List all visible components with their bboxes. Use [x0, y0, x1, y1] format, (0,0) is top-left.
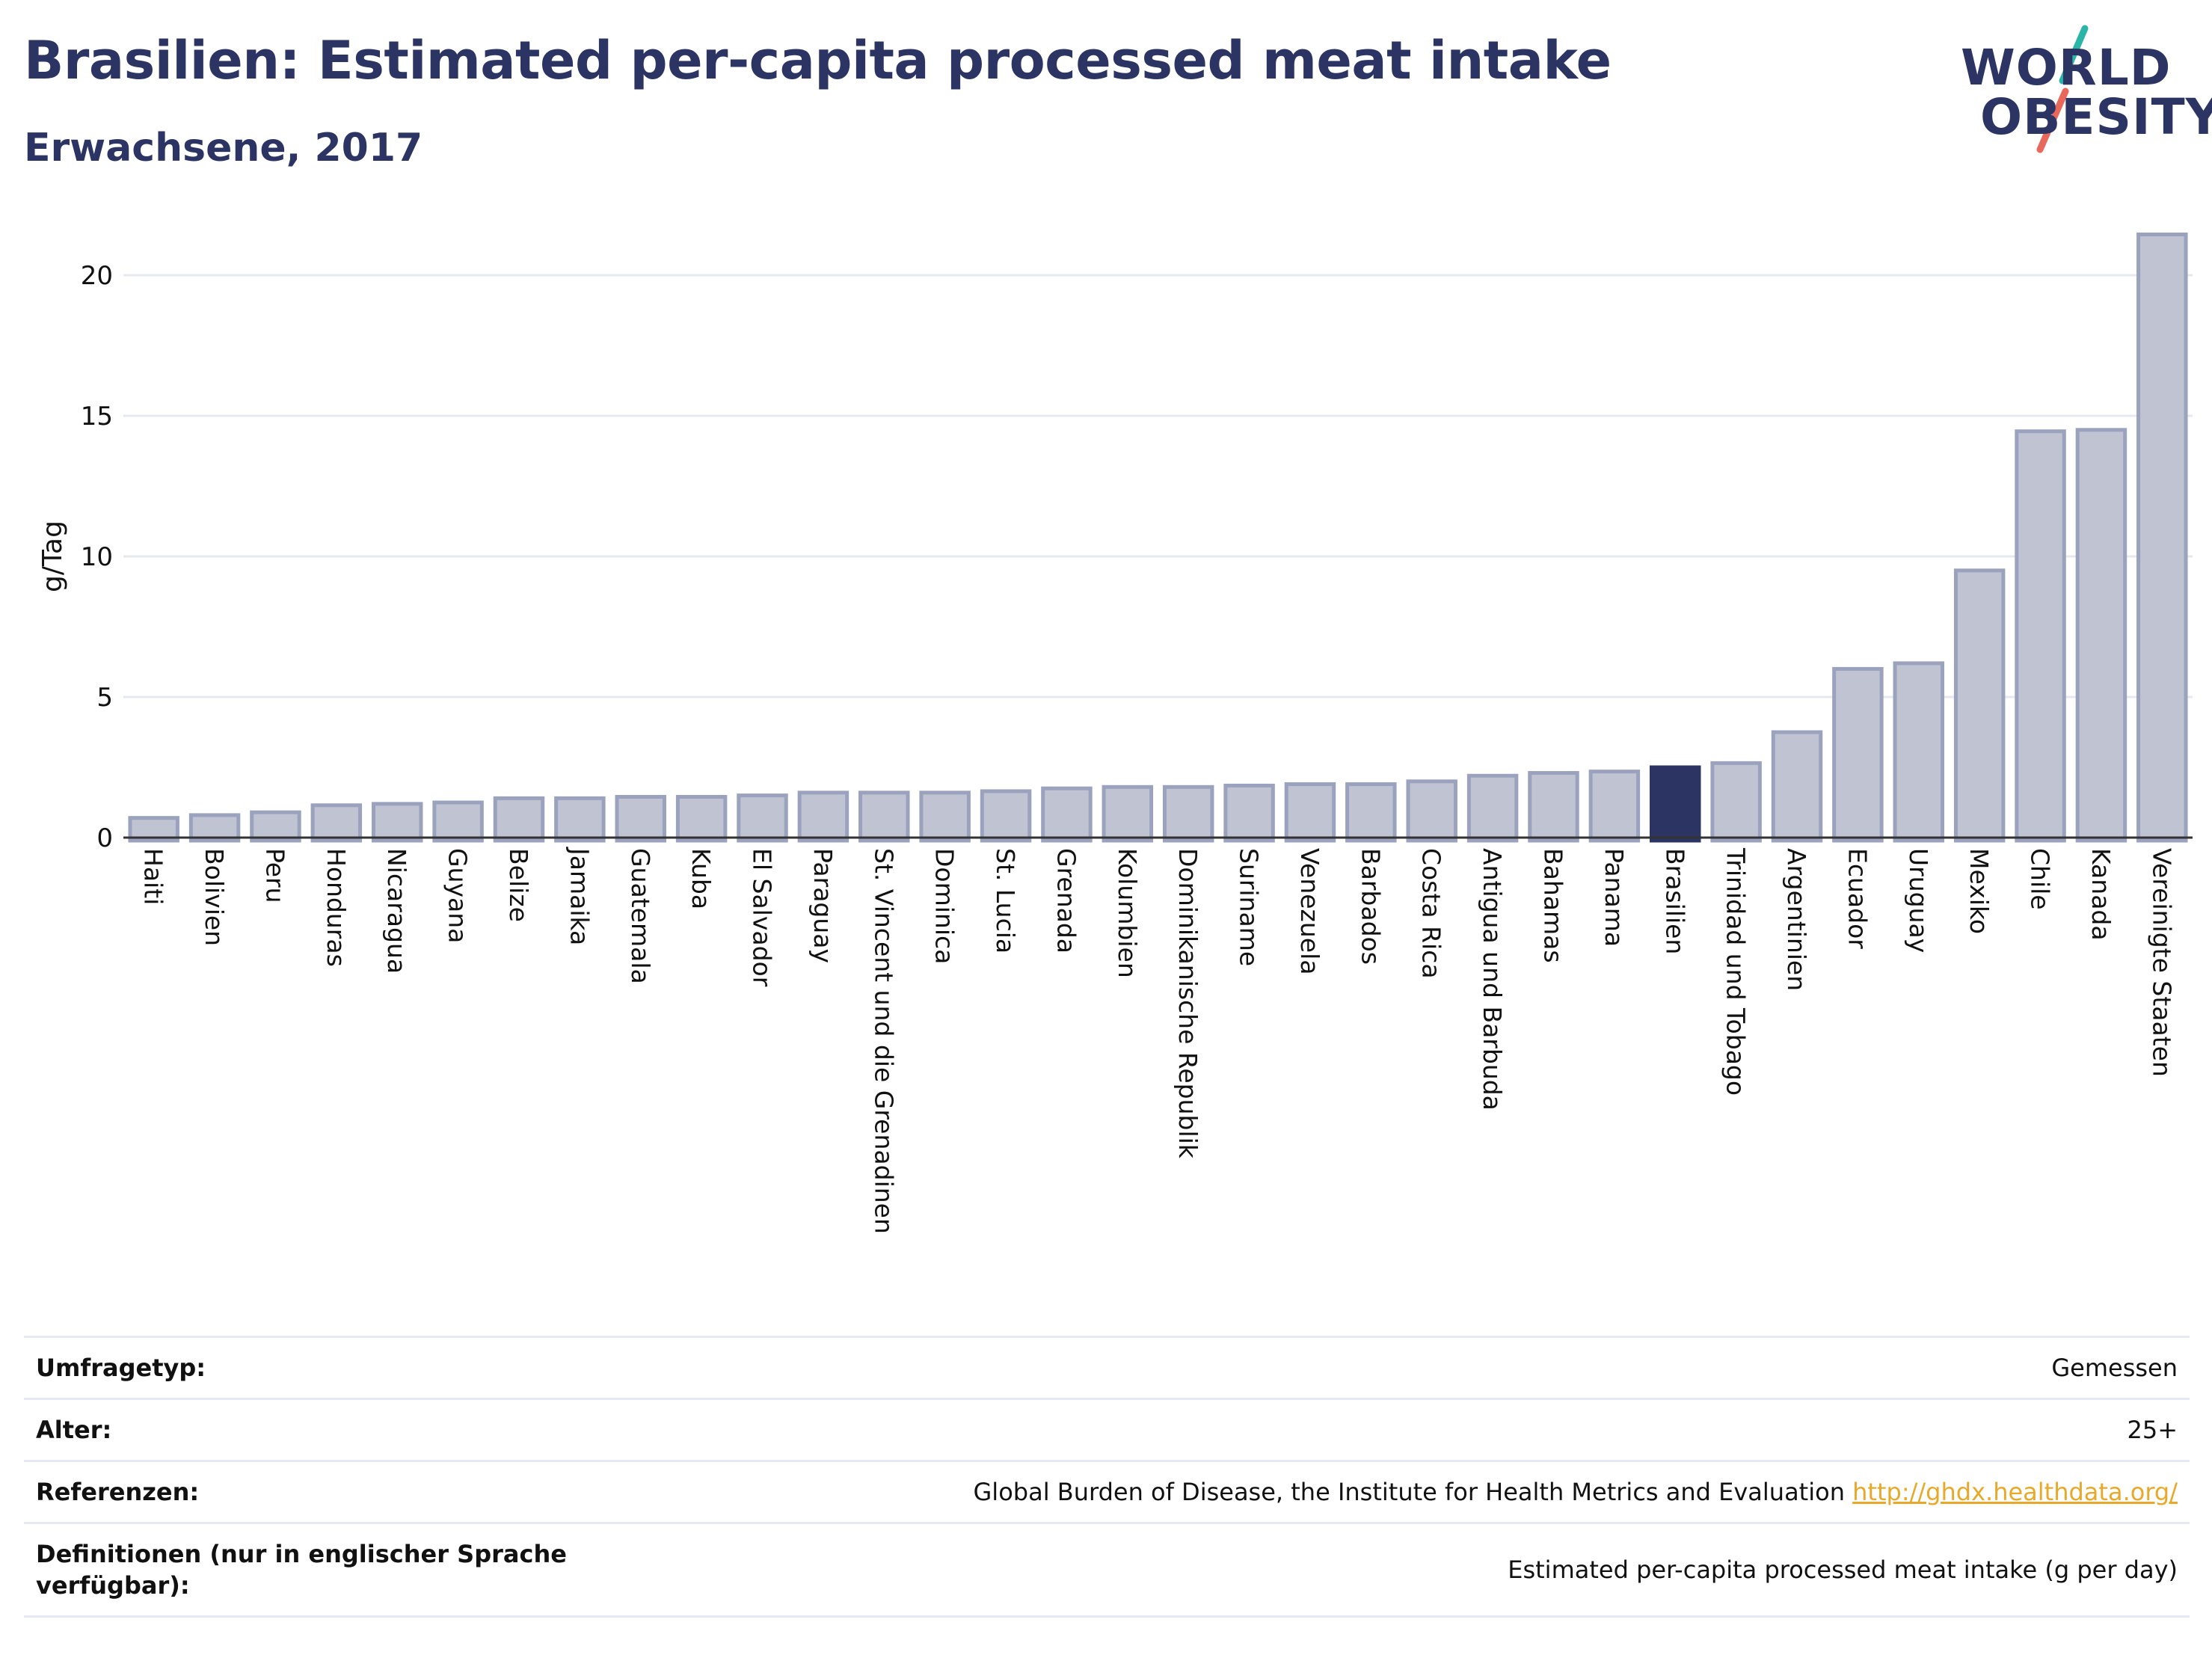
x-tick-label: Uruguay — [1904, 848, 1933, 953]
info-value: Global Burden of Disease, the Institute … — [974, 1478, 2190, 1506]
info-value: 25+ — [2127, 1416, 2178, 1444]
x-tick-label: Vereinigte Staaten — [2147, 848, 2176, 1077]
bar — [1528, 771, 1579, 843]
x-tick-label: Haiti — [139, 848, 168, 905]
x-tick-label: Chile — [2026, 848, 2055, 910]
bar — [2136, 232, 2188, 843]
info-row-age: Alter: 25+ — [24, 1398, 2190, 1460]
bar — [980, 789, 1032, 843]
x-tick-label: Bahamas — [1538, 848, 1567, 963]
x-tick-label: Honduras — [322, 848, 351, 967]
bar — [615, 794, 666, 843]
x-tick-label: Suriname — [1235, 848, 1264, 966]
logo-slash-icon — [2036, 25, 2089, 153]
bar — [1162, 784, 1214, 843]
bar — [1223, 783, 1275, 843]
y-tick-label: 0 — [96, 823, 113, 853]
x-tick-label: Kuba — [686, 848, 716, 909]
bar — [1893, 661, 1945, 843]
bar — [675, 794, 728, 843]
bar — [1345, 782, 1397, 843]
bar — [1710, 761, 1762, 843]
bar — [554, 796, 606, 843]
bar — [1466, 773, 1519, 843]
y-tick-label: 15 — [81, 402, 113, 432]
info-table: Umfragetyp: Gemessen Alter: 25+ Referenz… — [24, 1336, 2190, 1618]
x-tick-label: Paraguay — [808, 848, 838, 963]
x-tick-label: Guatemala — [626, 848, 655, 984]
world-obesity-logo[interactable]: WORLD OBESITY — [1952, 22, 2212, 157]
x-tick-label: Jamaika — [565, 847, 594, 945]
x-tick-label: Grenada — [1051, 848, 1081, 954]
y-axis-label: g/Tag — [37, 521, 68, 592]
x-tick-label: Dominica — [930, 848, 959, 964]
x-tick-label: Dominikanische Republik — [1173, 848, 1202, 1159]
x-tick-label: Argentinien — [1782, 848, 1811, 991]
info-label: Umfragetyp: — [36, 1354, 206, 1382]
logo-text-obesity: OBESITY — [1980, 88, 2212, 146]
bar — [1832, 666, 1884, 843]
bar — [1284, 782, 1336, 843]
x-tick-label: Trinidad und Tobago — [1721, 847, 1751, 1096]
bar — [1588, 770, 1641, 843]
x-tick-label: St. Lucia — [991, 848, 1020, 954]
x-tick-label: Guyana — [443, 848, 473, 943]
x-tick-label: Ecuador — [1843, 848, 1872, 949]
bar — [1041, 786, 1093, 843]
bar — [310, 803, 363, 843]
x-tick-label: Belize — [504, 848, 533, 922]
reference-link[interactable]: http://ghdx.healthdata.org/ — [1852, 1478, 2178, 1506]
x-tick-label: Panama — [1600, 848, 1629, 947]
logo-text-world: WORLD — [1961, 39, 2172, 96]
info-label: Definitionen (nur in englischer Sprache … — [36, 1540, 567, 1600]
info-row-survey-type: Umfragetyp: Gemessen — [24, 1336, 2190, 1398]
reference-text: Global Burden of Disease, the Institute … — [973, 1478, 1845, 1506]
info-label: Referenzen: — [36, 1478, 200, 1506]
bar — [1953, 568, 2006, 843]
bar — [493, 796, 545, 843]
info-value: Gemessen — [2051, 1354, 2178, 1382]
info-label: Alter: — [36, 1416, 112, 1444]
x-tick-label: St. Vincent und die Grenadinen — [869, 848, 898, 1234]
bar — [432, 800, 484, 843]
bar — [188, 813, 241, 843]
x-tick-label: Bolivien — [200, 848, 229, 946]
bar — [1650, 765, 1701, 843]
bar — [919, 790, 971, 843]
y-tick-label: 20 — [81, 261, 113, 291]
info-row-references: Referenzen: Global Burden of Disease, th… — [24, 1460, 2190, 1522]
info-value: Estimated per-capita processed meat inta… — [1508, 1556, 2178, 1584]
info-row-definitions: Definitionen (nur in englischer Sprache … — [24, 1522, 2190, 1618]
x-tick-label: Brasilien — [1660, 848, 1689, 954]
bar-chart: 0 5 10 15 20 g/Tag Haiti Bolivien Peru Honduras Ni… — [37, 232, 2193, 1234]
bar — [1406, 779, 1457, 843]
x-tick-label: Barbados — [1356, 848, 1385, 965]
x-tick-label: Mexiko — [1964, 848, 1994, 934]
x-tick-label: Venezuela — [1295, 848, 1324, 974]
chart-title: Brasilien: Estimated per-capita processe… — [24, 30, 1612, 91]
bar — [858, 790, 910, 843]
y-tick-label: 5 — [96, 683, 113, 713]
bar — [1102, 784, 1154, 843]
x-tick-label: Kanada — [2086, 848, 2116, 941]
x-tick-label: Antigua und Barbuda — [1478, 848, 1507, 1111]
bar — [737, 793, 788, 843]
chart-subtitle: Erwachsene, 2017 — [24, 126, 423, 171]
y-tick-label: 10 — [81, 542, 113, 572]
bar — [250, 810, 301, 843]
x-tick-label: Costa Rica — [1417, 848, 1446, 979]
bar — [2015, 429, 2066, 843]
x-tick-label: Kolumbien — [1113, 848, 1142, 978]
x-tick-label: Nicaragua — [382, 848, 411, 974]
x-tick-label: El Salvador — [748, 848, 777, 987]
x-tick-label: Peru — [260, 848, 289, 903]
bar — [371, 802, 423, 843]
bar — [2075, 428, 2127, 843]
bar — [1771, 730, 1823, 843]
bar — [797, 790, 850, 843]
